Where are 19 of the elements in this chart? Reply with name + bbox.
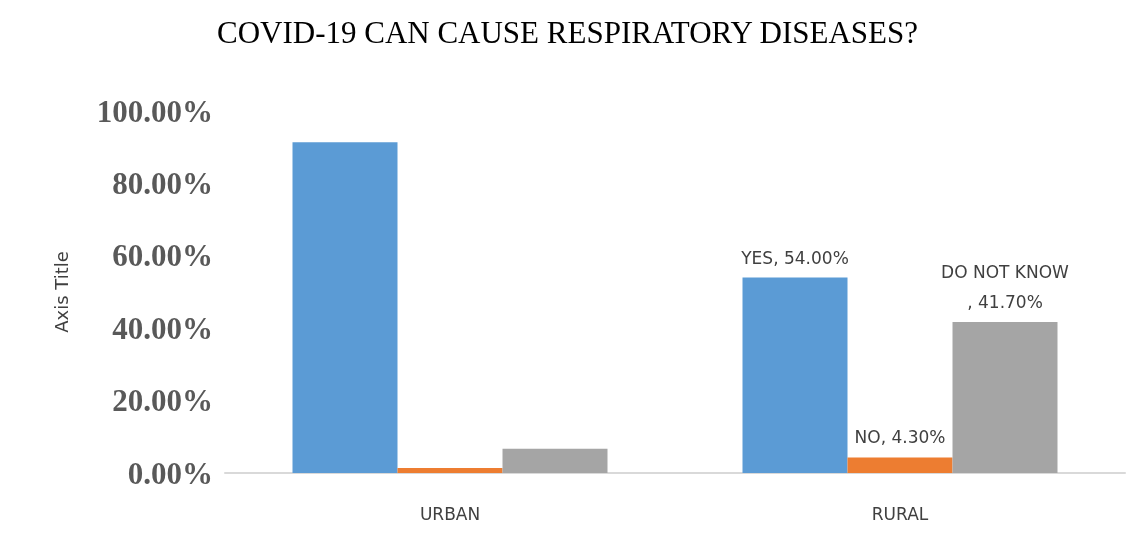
chart-title: COVID-19 CAN CAUSE RESPIRATORY DISEASES?: [216, 15, 919, 50]
y-tick-label: 0.00%: [127, 455, 213, 491]
bar: [397, 467, 503, 473]
bar: [952, 322, 1058, 473]
data-label: YES, 54.00%: [740, 247, 849, 268]
bar: [292, 142, 398, 473]
data-label: NO, 4.30%: [854, 427, 946, 448]
bar: [742, 277, 848, 473]
y-tick-label: 100.00%: [96, 93, 213, 129]
bar: [502, 448, 608, 473]
data-label: DO NOT KNOW , 41.70%: [941, 262, 1070, 313]
y-axis-title: Axis Title: [50, 251, 72, 333]
x-tick-label: RURAL: [871, 503, 929, 524]
x-tick-label: URBAN: [419, 503, 481, 524]
y-tick-label: 20.00%: [112, 383, 213, 419]
y-tick-label: 40.00%: [112, 310, 213, 346]
bar: [847, 457, 953, 473]
y-tick-label: 80.00%: [112, 165, 213, 201]
y-tick-label: 60.00%: [112, 238, 213, 274]
